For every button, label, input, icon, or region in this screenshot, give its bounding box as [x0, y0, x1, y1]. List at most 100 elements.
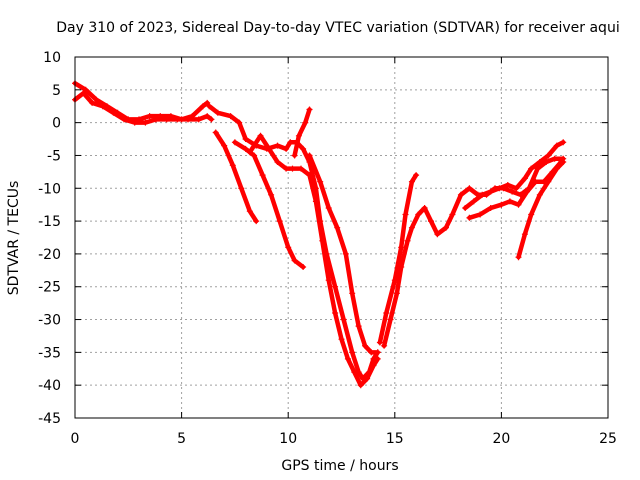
data-point — [285, 244, 292, 251]
data-point — [142, 119, 149, 126]
series-track-6 — [246, 132, 381, 389]
data-point — [513, 185, 520, 192]
data-point — [291, 257, 298, 264]
data-point — [325, 277, 332, 284]
series-track-10 — [381, 155, 567, 349]
data-point — [317, 178, 324, 185]
data-point — [212, 129, 219, 136]
data-point — [364, 375, 371, 382]
data-point — [515, 254, 522, 261]
data-point — [89, 99, 96, 106]
data-point — [496, 185, 503, 192]
data-point — [242, 145, 249, 152]
data-point — [157, 113, 164, 120]
data-point — [214, 109, 221, 116]
data-point — [298, 165, 304, 172]
series-line — [307, 153, 380, 355]
data-point — [374, 355, 381, 362]
data-point — [340, 316, 347, 323]
series-line — [72, 81, 210, 122]
series-track-4 — [212, 129, 260, 225]
x-tick-label: 20 — [492, 431, 510, 447]
data-point — [136, 116, 142, 123]
data-point — [374, 349, 381, 356]
data-point — [287, 139, 294, 146]
data-point — [221, 142, 228, 149]
data-point — [332, 310, 339, 316]
x-tick-label: 0 — [71, 431, 80, 447]
y-tick-label: -45 — [38, 411, 61, 427]
data-point — [536, 191, 543, 198]
data-point — [283, 165, 290, 172]
data-point — [334, 224, 341, 231]
data-point — [167, 113, 174, 120]
plot-frame — [74, 56, 609, 419]
data-point — [376, 339, 383, 346]
data-point — [479, 191, 486, 198]
data-point — [236, 119, 243, 126]
data-point — [498, 201, 505, 208]
data-point — [204, 113, 211, 120]
x-tick-labels: 0 5 10 15 20 25 — [71, 431, 617, 447]
data-point — [398, 244, 405, 251]
y-tick-label: -20 — [38, 247, 61, 263]
data-point — [462, 205, 469, 211]
data-point — [289, 165, 296, 172]
data-point — [231, 139, 238, 146]
x-tick-label: 15 — [386, 431, 404, 447]
data-point — [266, 145, 272, 152]
axis-ticks — [74, 56, 609, 419]
data-point — [80, 90, 87, 97]
data-point — [528, 211, 535, 218]
data-point — [195, 116, 202, 123]
data-point — [487, 188, 494, 195]
series-track-5 — [231, 139, 307, 270]
data-point — [362, 342, 368, 349]
y-tick-label: -10 — [38, 181, 61, 197]
data-point — [393, 290, 400, 297]
data-point — [206, 103, 213, 110]
data-point — [259, 172, 266, 179]
data-point — [274, 159, 281, 165]
data-point — [204, 99, 211, 106]
data-point — [545, 152, 552, 159]
data-point — [398, 264, 405, 270]
data-point — [509, 188, 516, 195]
series-track-8 — [306, 152, 381, 356]
data-point — [466, 185, 473, 192]
data-point — [421, 205, 428, 211]
series-line — [377, 172, 419, 345]
data-point — [413, 172, 420, 179]
data-point — [477, 211, 484, 218]
data-point — [344, 355, 351, 362]
series-line — [207, 103, 380, 381]
series-track-3 — [206, 103, 381, 382]
y-tick-label: -15 — [38, 214, 61, 230]
y-tick-label: -40 — [38, 378, 61, 394]
data-point — [532, 178, 539, 185]
data-point — [332, 283, 339, 290]
data-point — [104, 103, 110, 110]
data-point — [349, 290, 356, 297]
data-point — [276, 218, 283, 225]
x-axis-label: GPS time / hours — [281, 458, 398, 474]
data-point — [283, 145, 290, 152]
data-point — [229, 162, 236, 169]
data-point — [268, 191, 275, 198]
series-track-12 — [466, 159, 565, 221]
data-point — [251, 152, 258, 159]
data-point — [521, 175, 528, 182]
y-tick-label: -35 — [38, 345, 61, 361]
data-point — [246, 149, 253, 156]
data-point — [551, 155, 558, 162]
series-line — [292, 107, 312, 158]
data-point — [408, 178, 415, 185]
data-point — [560, 159, 567, 165]
data-point — [351, 369, 358, 376]
data-point — [338, 336, 345, 343]
data-series — [72, 80, 567, 389]
data-point — [528, 165, 535, 172]
data-point — [302, 119, 309, 126]
data-point — [457, 191, 464, 198]
